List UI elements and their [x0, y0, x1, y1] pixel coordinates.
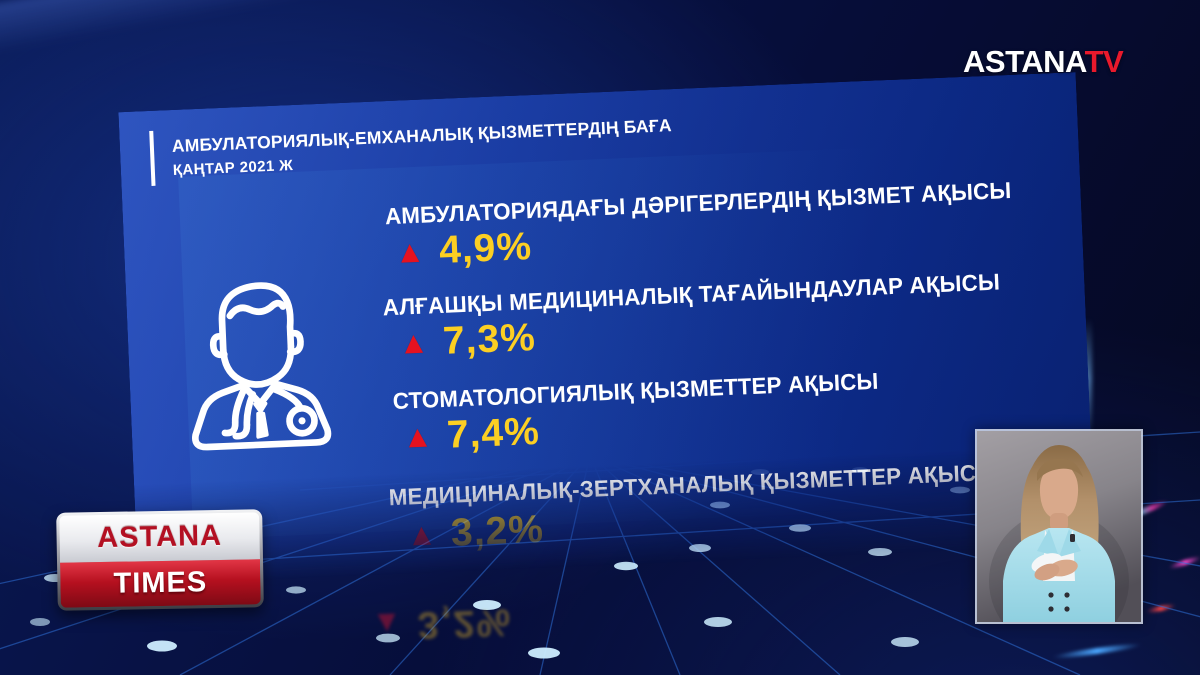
arrow-up-icon: ▲	[397, 324, 430, 361]
stat-label: АЛҒАШҚЫ МЕДИЦИНАЛЫҚ ТАҒАЙЫНДАУЛАР АҚЫСЫ	[382, 268, 1001, 321]
stat-percent: 4,9%	[438, 225, 533, 272]
badge-line2: TIMES	[113, 566, 208, 600]
astana-times-badge: ASTANA TIMES	[56, 509, 264, 611]
interpreter-figure	[977, 431, 1141, 622]
doctor-icon	[192, 282, 332, 451]
channel-logo-astana: ASTANA	[963, 44, 1085, 79]
reflected-arrow-up-icon: ▲	[371, 606, 403, 641]
stat-value: ▲ 7,4%	[401, 409, 541, 460]
badge-bottom: TIMES	[60, 559, 261, 608]
stat-value: ▲ 4,9%	[394, 225, 533, 275]
stat-value: ▲ 3,2%	[405, 507, 545, 558]
stat-percent: 7,3%	[442, 316, 537, 363]
badge-top: ASTANA	[59, 512, 261, 563]
stat-value: ▲ 7,3%	[397, 316, 537, 366]
sign-language-interpreter-inset	[975, 429, 1143, 624]
arrow-up-icon: ▲	[405, 516, 438, 553]
channel-logo: ASTANATV	[963, 44, 1124, 80]
badge-line1: ASTANA	[96, 519, 223, 555]
floor-reflection: ▲ 3,2%	[371, 600, 513, 648]
stat-label: МЕДИЦИНАЛЫҚ-ЗЕРТХАНАЛЫҚ ҚЫЗМЕТТЕР АҚЫСЫ	[388, 458, 999, 511]
arrow-up-icon: ▲	[393, 233, 426, 270]
reflected-value: 3,2%	[417, 600, 514, 646]
stat-percent: 7,4%	[446, 409, 541, 457]
stat-label: СТОМАТОЛОГИЯЛЫҚ ҚЫЗМЕТТЕР АҚЫСЫ	[392, 367, 879, 415]
channel-logo-tv: TV	[1084, 44, 1124, 79]
arrow-up-icon: ▲	[401, 418, 434, 455]
stat-label: АМБУЛАТОРИЯДАҒЫ ДӘРІГЕРЛЕРДІҢ ҚЫЗМЕТ АҚЫ…	[384, 176, 1012, 230]
infographic-panel: АМБУЛАТОРИЯЛЫҚ-ЕМХАНАЛЫҚ ҚЫЗМЕТТЕРДІҢ БА…	[118, 72, 1096, 590]
stat-percent: 3,2%	[450, 507, 545, 555]
